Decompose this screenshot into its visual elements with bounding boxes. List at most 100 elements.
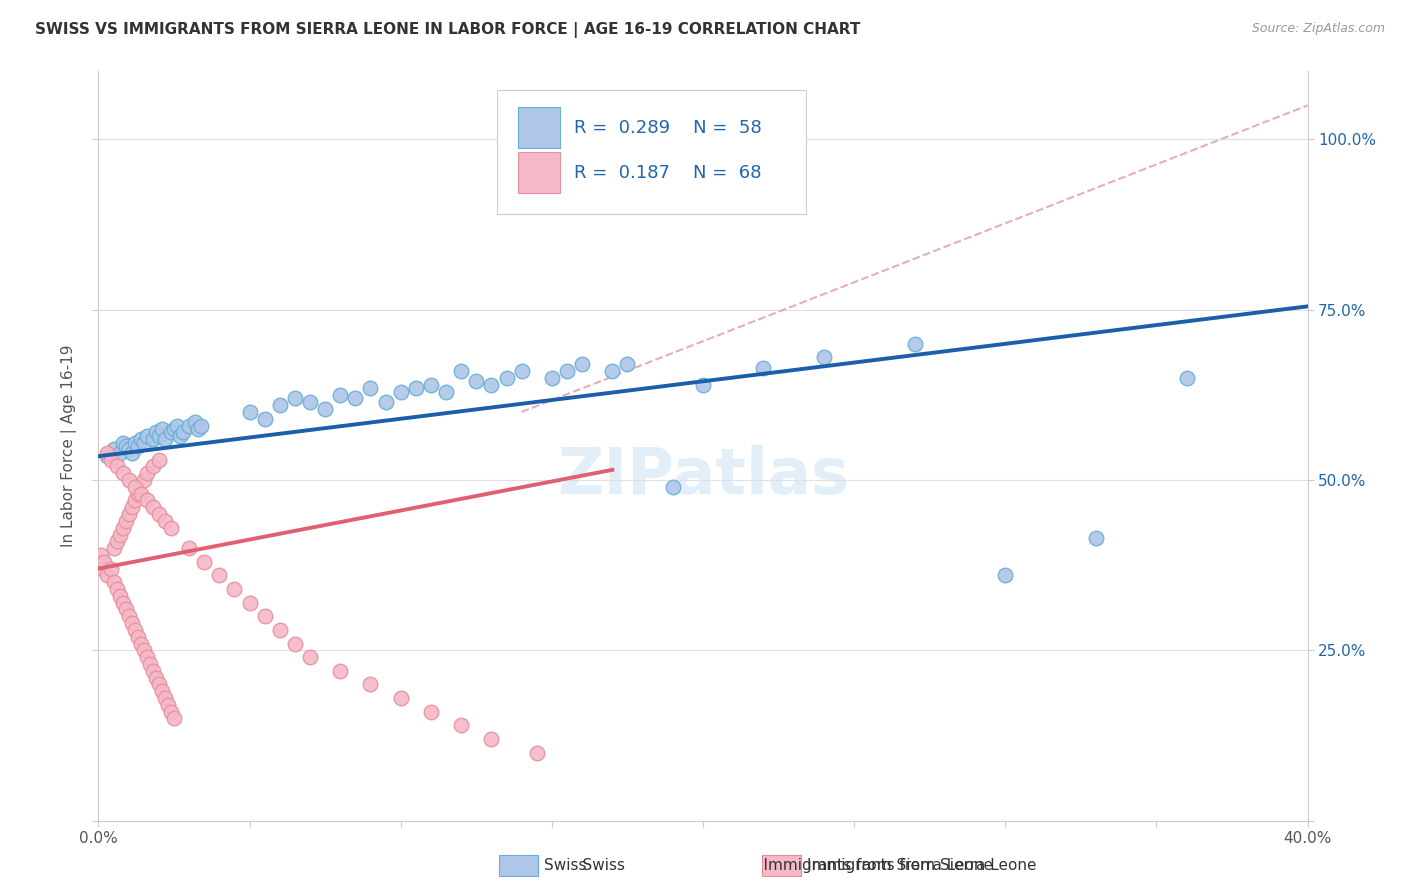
Point [160, 705, 183, 719]
Point [108, 527, 131, 541]
Point [132, 473, 155, 487]
Text: ZIPatlas: ZIPatlas [557, 445, 849, 507]
Y-axis label: In Labor Force | Age 16-19: In Labor Force | Age 16-19 [60, 344, 77, 548]
Point [360, 381, 382, 395]
Point [127, 439, 149, 453]
Point [540, 371, 562, 385]
Point [1085, 531, 1108, 545]
Point [121, 616, 143, 631]
Point [135, 429, 157, 443]
Point [156, 698, 179, 712]
Point [91, 561, 114, 575]
Point [184, 415, 207, 429]
Point [163, 711, 186, 725]
Point [269, 623, 291, 637]
Point [179, 541, 201, 556]
Point [692, 377, 714, 392]
Point [904, 336, 927, 351]
Point [752, 360, 775, 375]
Point [405, 381, 427, 395]
Point [616, 357, 638, 371]
Point [121, 500, 143, 515]
Point [111, 467, 134, 481]
Point [114, 439, 136, 453]
Point [172, 425, 194, 440]
Point [239, 405, 262, 419]
Point [208, 568, 231, 582]
Point [111, 521, 134, 535]
Point [103, 575, 125, 590]
Point [526, 746, 548, 760]
Point [118, 442, 141, 457]
Point [150, 684, 173, 698]
Text: R =  0.187    N =  68: R = 0.187 N = 68 [574, 163, 761, 181]
Point [121, 446, 143, 460]
Point [127, 630, 149, 644]
Point [142, 432, 165, 446]
Point [148, 507, 170, 521]
Point [135, 467, 157, 481]
Text: Immigrants from Sierra Leone: Immigrants from Sierra Leone [666, 858, 993, 872]
Point [139, 657, 162, 671]
Point [481, 731, 503, 746]
Point [124, 623, 146, 637]
Point [124, 480, 146, 494]
Text: Swiss: Swiss [485, 858, 626, 872]
Point [299, 650, 322, 665]
Text: Source: ZipAtlas.com: Source: ZipAtlas.com [1251, 22, 1385, 36]
Point [602, 364, 624, 378]
FancyBboxPatch shape [517, 152, 561, 193]
Point [344, 392, 367, 406]
Point [89, 555, 111, 569]
Point [374, 394, 396, 409]
Point [148, 429, 170, 443]
Point [434, 384, 457, 399]
Point [193, 555, 215, 569]
Point [129, 636, 152, 650]
Point [93, 555, 115, 569]
Point [389, 691, 412, 706]
Point [132, 435, 155, 450]
Point [813, 351, 835, 365]
Point [114, 602, 136, 616]
Point [465, 374, 488, 388]
Point [314, 401, 336, 416]
Point [100, 561, 122, 575]
Point [96, 446, 118, 460]
Point [150, 422, 173, 436]
Point [153, 691, 176, 706]
Point [481, 377, 503, 392]
Point [100, 452, 122, 467]
Point [994, 568, 1017, 582]
Point [160, 521, 183, 535]
Point [148, 452, 170, 467]
Point [111, 435, 134, 450]
Point [103, 442, 125, 457]
Point [153, 432, 176, 446]
Point [169, 429, 191, 443]
Point [105, 582, 128, 596]
Point [108, 589, 131, 603]
Point [129, 486, 152, 500]
Point [253, 411, 276, 425]
Point [299, 394, 322, 409]
Point [153, 514, 176, 528]
Point [135, 493, 157, 508]
Point [129, 432, 152, 446]
Point [284, 636, 307, 650]
Point [495, 371, 517, 385]
Point [90, 548, 112, 562]
FancyBboxPatch shape [499, 855, 538, 876]
Point [111, 596, 134, 610]
Point [284, 392, 307, 406]
Point [510, 364, 533, 378]
FancyBboxPatch shape [517, 107, 561, 148]
Point [329, 664, 352, 678]
Point [555, 364, 578, 378]
Point [187, 422, 209, 436]
Point [114, 514, 136, 528]
Point [166, 418, 188, 433]
Point [239, 596, 262, 610]
Point [360, 677, 382, 691]
Point [389, 384, 412, 399]
